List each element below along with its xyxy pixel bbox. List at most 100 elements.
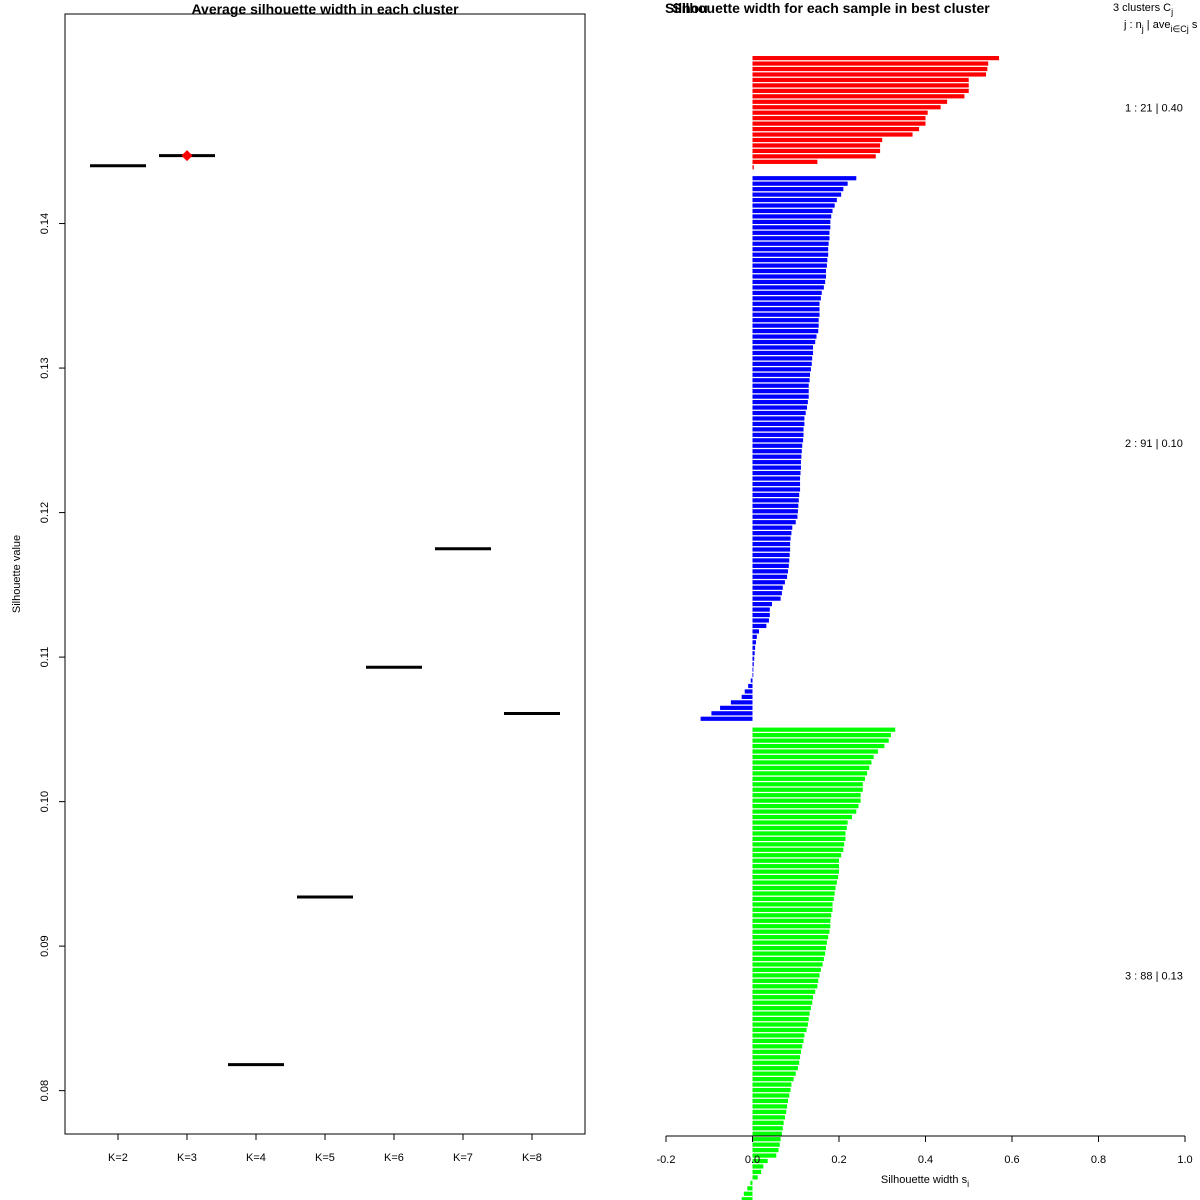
silhouette-bar-cluster-2 xyxy=(752,285,824,290)
silhouette-bar-cluster-2 xyxy=(752,541,791,547)
silhouette-bar-cluster-2 xyxy=(752,612,770,618)
silhouette-bar-cluster-2 xyxy=(752,525,793,530)
silhouette-bar-cluster-3 xyxy=(752,913,832,918)
silhouette-bar-cluster-2 xyxy=(752,443,803,448)
silhouette-bar-cluster-3 xyxy=(752,727,896,732)
silhouette-bar-cluster-1 xyxy=(752,110,928,115)
silhouette-bar-cluster-2 xyxy=(752,279,826,285)
silhouette-bar-cluster-2 xyxy=(752,623,767,629)
silhouette-bar-cluster-3 xyxy=(752,869,839,874)
left-y-axis-label: Silhouette value xyxy=(11,535,23,613)
silhouette-bar-cluster-2 xyxy=(752,470,801,476)
silhouette-bar-cluster-2 xyxy=(752,574,788,579)
silhouette-bar-cluster-2 xyxy=(752,416,805,421)
silhouette-bar-cluster-3 xyxy=(752,896,834,902)
silhouette-bar-cluster-1 xyxy=(752,121,926,126)
silhouette-bar-cluster-2 xyxy=(752,667,754,672)
silhouette-bar-cluster-3 xyxy=(752,929,830,934)
right-panel-silhouette-plot: Silhouette width for each sample in best… xyxy=(657,0,1198,1200)
silhouette-bar-cluster-3 xyxy=(752,776,865,781)
silhouette-bar-cluster-2 xyxy=(752,356,813,361)
silhouette-bar-cluster-1 xyxy=(752,137,883,143)
silhouette-bar-cluster-3 xyxy=(752,1000,813,1005)
silhouette-bar-cluster-2 xyxy=(744,689,753,694)
cluster-3-summary: 3 : 88 | 0.13 xyxy=(1125,970,1183,982)
silhouette-bar-cluster-2 xyxy=(752,367,811,372)
silhouette-bar-cluster-3 xyxy=(752,1066,798,1071)
left-y-tick-label: 0.11 xyxy=(39,647,51,668)
silhouette-bar-cluster-3 xyxy=(752,825,847,831)
silhouette-bar-cluster-2 xyxy=(752,312,820,317)
silhouette-bar-cluster-2 xyxy=(750,678,753,683)
silhouette-bar-cluster-2 xyxy=(752,481,801,487)
left-y-tick-label: 0.12 xyxy=(39,502,51,523)
silhouette-bar-cluster-1 xyxy=(752,66,988,72)
left-x-tick-label: K=3 xyxy=(177,1152,197,1164)
silhouette-bar-cluster-3 xyxy=(752,945,827,951)
silhouette-bar-cluster-2 xyxy=(752,383,809,388)
silhouette-bar-cluster-3 xyxy=(752,1153,777,1158)
silhouette-bar-cluster-2 xyxy=(752,263,827,268)
silhouette-bar-cluster-3 xyxy=(741,1197,753,1200)
silhouette-bar-cluster-3 xyxy=(752,858,839,863)
silhouette-bar-cluster-2 xyxy=(752,460,801,465)
silhouette-bar-cluster-2 xyxy=(752,487,801,492)
silhouette-bar-cluster-2 xyxy=(720,705,753,710)
silhouette-bar-cluster-2 xyxy=(700,716,753,721)
silhouette-bar-cluster-3 xyxy=(752,940,827,945)
silhouette-bar-cluster-2 xyxy=(752,662,754,667)
silhouette-bar-cluster-3 xyxy=(752,782,863,787)
silhouette-bar-cluster-2 xyxy=(752,410,806,416)
right-x-tick-label: 0.0 xyxy=(745,1154,760,1166)
silhouette-bar-cluster-3 xyxy=(752,1098,788,1104)
silhouette-bar-cluster-2 xyxy=(752,214,832,219)
silhouette-bars xyxy=(700,56,1000,1200)
silhouette-bar-cluster-1 xyxy=(752,88,969,93)
right-x-tick-label: 0.2 xyxy=(831,1154,846,1166)
right-chart-title-overlap: Silhou xyxy=(665,0,708,16)
silhouette-bar-cluster-3 xyxy=(752,820,848,825)
silhouette-bar-cluster-3 xyxy=(752,1175,758,1180)
silhouette-bar-cluster-2 xyxy=(752,602,772,607)
right-x-axis: -0.2 0.0 0.2 0.4 0.6 0.8 1.0 xyxy=(657,1135,1193,1166)
silhouette-bar-cluster-3 xyxy=(752,760,872,765)
silhouette-bar-cluster-2 xyxy=(752,339,816,345)
silhouette-bar-cluster-3 xyxy=(752,978,819,983)
silhouette-bar-cluster-3 xyxy=(752,995,814,1000)
silhouette-bar-cluster-2 xyxy=(752,296,821,301)
silhouette-bar-cluster-3 xyxy=(752,1104,788,1109)
silhouette-bar-cluster-3 xyxy=(752,738,889,743)
silhouette-bar-cluster-3 xyxy=(752,847,844,852)
silhouette-bar-cluster-3 xyxy=(752,907,833,912)
silhouette-bar-cluster-3 xyxy=(752,962,823,967)
silhouette-bar-cluster-2 xyxy=(752,187,844,192)
silhouette-bar-cluster-2 xyxy=(752,225,831,230)
silhouette-bar-cluster-2 xyxy=(752,334,817,339)
silhouette-bar-cluster-3 xyxy=(752,891,835,896)
silhouette-bar-cluster-3 xyxy=(752,1027,807,1033)
silhouette-bar-cluster-1 xyxy=(752,143,881,148)
silhouette-bar-cluster-3 xyxy=(743,1191,753,1196)
silhouette-bar-cluster-2 xyxy=(741,694,753,700)
silhouette-bar-cluster-2 xyxy=(752,252,829,257)
silhouette-bar-cluster-1 xyxy=(752,99,948,104)
silhouette-bar-cluster-2 xyxy=(752,323,819,328)
left-x-tick-label: K=8 xyxy=(522,1152,542,1164)
silhouette-bar-cluster-1 xyxy=(752,94,965,99)
right-chart-title: Silhouette width for each sample in best… xyxy=(672,0,990,16)
left-y-tick-label: 0.14 xyxy=(39,213,51,234)
right-x-axis-label: Silhouette width si xyxy=(881,1174,969,1189)
silhouette-bar-cluster-3 xyxy=(752,1022,808,1027)
silhouette-bar-cluster-3 xyxy=(752,935,829,940)
silhouette-bar-cluster-2 xyxy=(752,258,828,263)
silhouette-bar-cluster-3 xyxy=(750,1180,753,1185)
silhouette-bar-cluster-2 xyxy=(752,449,802,454)
silhouette-bar-cluster-3 xyxy=(752,1071,796,1076)
silhouette-bar-cluster-2 xyxy=(752,432,804,437)
silhouette-bar-cluster-2 xyxy=(752,514,798,519)
silhouette-bar-cluster-2 xyxy=(752,585,783,590)
silhouette-bar-cluster-1 xyxy=(752,72,987,77)
silhouette-bar-cluster-1 xyxy=(752,77,969,83)
silhouette-bar-cluster-2 xyxy=(752,230,830,235)
